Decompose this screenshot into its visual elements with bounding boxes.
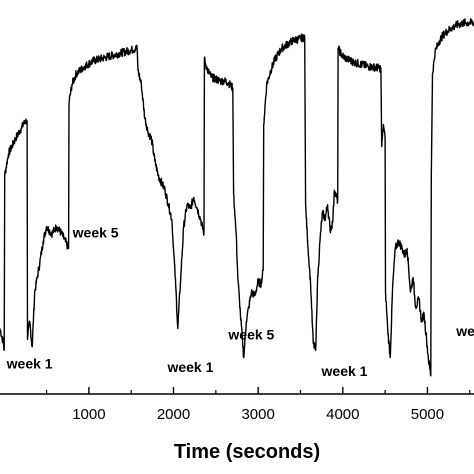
- x-tick-label-2000: 2000: [157, 406, 190, 423]
- plot-area: [0, 18, 474, 377]
- annotation-week-1-2: week 1: [166, 359, 213, 375]
- annotations: week 1 week 5 week 1 week 5 week 1 we: [6, 224, 474, 378]
- series-line: [0, 18, 474, 377]
- annotation-week-5-3: week 5: [227, 326, 274, 342]
- x-axis-label: Time (seconds): [174, 441, 320, 463]
- x-tick-label-5000: 5000: [411, 406, 444, 423]
- x-tick-label-1000: 1000: [72, 406, 105, 423]
- x-tick-label-3000: 3000: [241, 406, 274, 423]
- annotation-week-5-1: week 5: [72, 224, 119, 240]
- x-tick-label-4000: 4000: [326, 406, 359, 423]
- annotation-we-5: we: [455, 323, 474, 339]
- x-ticks: 1000 2000 3000 4000 5000: [45, 387, 471, 423]
- annotation-week-1-0: week 1: [6, 356, 53, 372]
- annotation-week-1-4: week 1: [321, 363, 368, 379]
